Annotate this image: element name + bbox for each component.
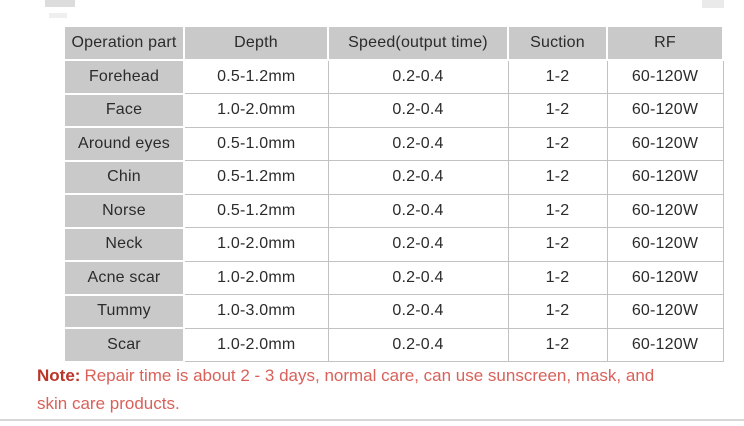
value-cell: 60-120W bbox=[606, 260, 724, 295]
operation-part-cell: Acne scar bbox=[63, 260, 185, 296]
value-cell: 60-120W bbox=[606, 59, 724, 94]
value-cell: 1-2 bbox=[507, 260, 608, 295]
value-cell: 0.2-0.4 bbox=[327, 93, 509, 128]
table-body: Forehead 0.5-1.2mm 0.2-0.4 1-2 60-120W Face 1.… bbox=[63, 59, 724, 363]
operation-part-cell: Chin bbox=[63, 159, 185, 195]
value-cell: 1.0-2.0mm bbox=[183, 260, 329, 295]
table-row: Scar 1.0-2.0mm 0.2-0.4 1-2 60-120W bbox=[63, 327, 724, 363]
value-cell: 0.2-0.4 bbox=[327, 59, 509, 94]
value-cell: 1.0-2.0mm bbox=[183, 93, 329, 128]
value-cell: 0.2-0.4 bbox=[327, 227, 509, 262]
value-cell: 0.2-0.4 bbox=[327, 160, 509, 195]
value-cell: 1-2 bbox=[507, 93, 608, 128]
top-edge-artifact bbox=[45, 0, 75, 7]
header-rf: RF bbox=[606, 25, 724, 61]
table-row: Face 1.0-2.0mm 0.2-0.4 1-2 60-120W bbox=[63, 92, 724, 128]
operation-part-cell: Scar bbox=[63, 327, 185, 363]
value-cell: 0.2-0.4 bbox=[327, 294, 509, 329]
operation-part-cell: Norse bbox=[63, 193, 185, 229]
header-operation-part: Operation part bbox=[63, 25, 185, 61]
table-row: Forehead 0.5-1.2mm 0.2-0.4 1-2 60-120W bbox=[63, 59, 724, 95]
value-cell: 60-120W bbox=[606, 126, 724, 161]
table-row: Acne scar 1.0-2.0mm 0.2-0.4 1-2 60-120W bbox=[63, 260, 724, 296]
value-cell: 0.5-1.2mm bbox=[183, 193, 329, 228]
value-cell: 0.2-0.4 bbox=[327, 327, 509, 362]
bottom-separator-line bbox=[0, 419, 744, 421]
header-depth: Depth bbox=[183, 25, 329, 61]
table-row: Around eyes 0.5-1.0mm 0.2-0.4 1-2 60-120W bbox=[63, 126, 724, 162]
value-cell: 60-120W bbox=[606, 294, 724, 329]
value-cell: 0.5-1.0mm bbox=[183, 126, 329, 161]
value-cell: 0.2-0.4 bbox=[327, 193, 509, 228]
operation-part-cell: Neck bbox=[63, 226, 185, 262]
value-cell: 60-120W bbox=[606, 193, 724, 228]
value-cell: 1.0-2.0mm bbox=[183, 327, 329, 362]
value-cell: 1-2 bbox=[507, 59, 608, 94]
operation-part-cell: Face bbox=[63, 92, 185, 128]
table-row: Neck 1.0-2.0mm 0.2-0.4 1-2 60-120W bbox=[63, 226, 724, 262]
header-row: Operation part Depth Speed(output time) … bbox=[63, 25, 724, 61]
value-cell: 1-2 bbox=[507, 160, 608, 195]
header-suction: Suction bbox=[507, 25, 608, 61]
value-cell: 60-120W bbox=[606, 327, 724, 362]
table-header: Operation part Depth Speed(output time) … bbox=[63, 25, 724, 61]
value-cell: 1-2 bbox=[507, 294, 608, 329]
value-cell: 60-120W bbox=[606, 227, 724, 262]
top-edge-artifact bbox=[49, 13, 67, 18]
note-label: Note: bbox=[37, 366, 81, 385]
table-row: Norse 0.5-1.2mm 0.2-0.4 1-2 60-120W bbox=[63, 193, 724, 229]
value-cell: 0.2-0.4 bbox=[327, 126, 509, 161]
value-cell: 1-2 bbox=[507, 327, 608, 362]
value-cell: 60-120W bbox=[606, 160, 724, 195]
table-row: Tummy 1.0-3.0mm 0.2-0.4 1-2 60-120W bbox=[63, 293, 724, 329]
note-text-line1: Repair time is about 2 - 3 days, normal … bbox=[84, 366, 655, 385]
table-row: Chin 0.5-1.2mm 0.2-0.4 1-2 60-120W bbox=[63, 159, 724, 195]
value-cell: 1.0-3.0mm bbox=[183, 294, 329, 329]
value-cell: 1.0-2.0mm bbox=[183, 227, 329, 262]
value-cell: 1-2 bbox=[507, 193, 608, 228]
value-cell: 0.5-1.2mm bbox=[183, 59, 329, 94]
operation-parameters-table: Operation part Depth Speed(output time) … bbox=[63, 25, 724, 363]
value-cell: 1-2 bbox=[507, 126, 608, 161]
value-cell: 0.2-0.4 bbox=[327, 260, 509, 295]
value-cell: 0.5-1.2mm bbox=[183, 160, 329, 195]
header-speed: Speed(output time) bbox=[327, 25, 509, 61]
operation-part-cell: Around eyes bbox=[63, 126, 185, 162]
note: Note: Repair time is about 2 - 3 days, no… bbox=[37, 362, 697, 418]
note-text-line2: skin care products. bbox=[37, 394, 180, 413]
operation-part-cell: Forehead bbox=[63, 59, 185, 95]
value-cell: 60-120W bbox=[606, 93, 724, 128]
top-edge-artifact bbox=[702, 0, 724, 8]
operation-part-cell: Tummy bbox=[63, 293, 185, 329]
value-cell: 1-2 bbox=[507, 227, 608, 262]
